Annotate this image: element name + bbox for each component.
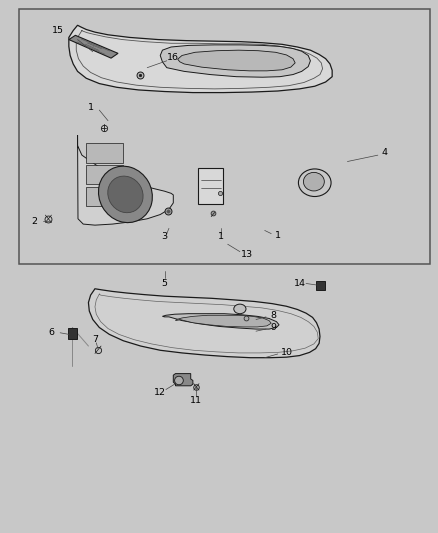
Text: 6: 6 [49,328,54,337]
Ellipse shape [234,304,246,314]
Ellipse shape [99,166,152,223]
Ellipse shape [108,176,143,213]
Text: 8: 8 [270,311,276,320]
Text: 10: 10 [280,348,293,357]
Text: 3: 3 [162,232,168,241]
Polygon shape [160,45,311,77]
Text: 4: 4 [381,148,387,157]
Polygon shape [173,374,193,386]
Bar [86,187,123,206]
Polygon shape [78,135,173,225]
Ellipse shape [298,169,331,197]
Text: 15: 15 [52,26,64,35]
Bar [19,10,430,264]
Text: 12: 12 [154,388,166,397]
Text: 14: 14 [293,279,306,288]
Bar [86,143,123,163]
Ellipse shape [304,172,324,191]
Text: 9: 9 [270,323,276,332]
Polygon shape [69,25,332,93]
Text: 5: 5 [162,279,168,288]
Bar [86,165,123,184]
Polygon shape [69,35,118,58]
Text: 16: 16 [167,53,179,62]
Text: 11: 11 [191,395,202,405]
Text: 7: 7 [92,335,98,344]
Ellipse shape [175,376,184,385]
Text: 1: 1 [275,231,281,240]
Text: 1: 1 [88,103,94,112]
Polygon shape [162,314,279,329]
Polygon shape [178,50,295,71]
Bar [316,281,325,290]
Bar [198,168,223,204]
Text: 1: 1 [218,232,224,241]
Polygon shape [176,316,271,327]
Text: 2: 2 [31,217,37,226]
Polygon shape [88,289,320,358]
Bar [67,328,77,338]
Text: 13: 13 [241,251,253,260]
